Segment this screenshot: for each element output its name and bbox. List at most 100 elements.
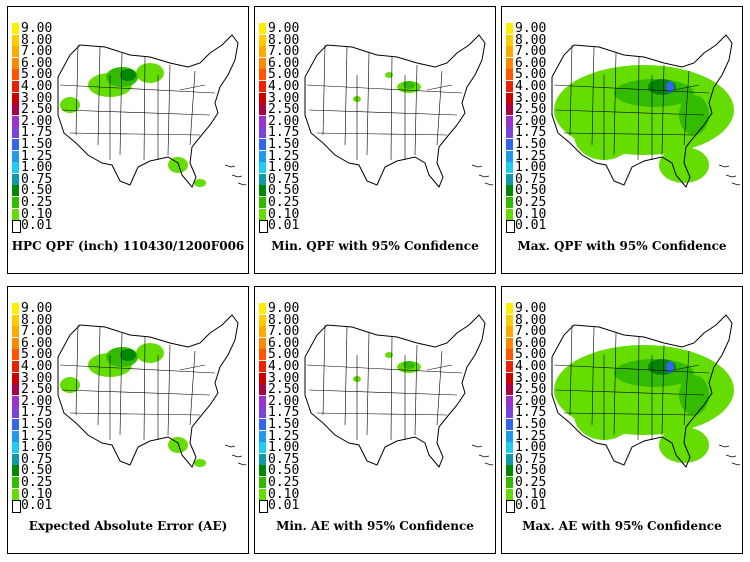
state-boundary <box>555 389 705 396</box>
panel-hpc-qpf: 9.00 8.00 7.00 6.00 5.00 4.00 3.00 2.50 2.00 1.75… <box>7 6 249 274</box>
us-outline <box>304 34 486 188</box>
legend-label: 2.00 <box>268 113 300 129</box>
legend-label: 2.50 <box>268 382 300 398</box>
legend-swatch <box>506 81 513 92</box>
legend-swatch <box>506 384 513 396</box>
legend-label: 0.50 <box>268 183 300 199</box>
legend-label: 7.00 <box>515 324 547 340</box>
legend-label: 1.25 <box>21 148 53 164</box>
panel-expected-ae: 9.00 8.00 7.00 6.00 5.00 4.00 3.00 2.50 2.00 1.75… <box>7 286 249 554</box>
legend-label: 3.00 <box>268 370 300 386</box>
state-boundary <box>683 350 690 426</box>
state-boundary <box>143 336 146 441</box>
legend-swatch <box>259 46 266 58</box>
legend-label: 0.25 <box>515 475 547 490</box>
legend-label: 6.00 <box>268 335 300 351</box>
legend-label: 8.00 <box>268 32 300 48</box>
state-boundary <box>167 344 171 436</box>
legend-swatch <box>12 361 19 372</box>
state-boundary <box>563 412 695 416</box>
precip-area <box>120 69 136 81</box>
legend-label: 2.00 <box>268 393 300 409</box>
legend-swatch <box>506 407 513 419</box>
legend-label: 2.00 <box>21 393 53 409</box>
legend-swatch <box>259 139 266 150</box>
legend-swatch <box>12 197 19 208</box>
state-boundary <box>414 64 418 156</box>
island-outline <box>484 182 493 186</box>
legend-swatch <box>12 314 19 326</box>
legend-label: 7.00 <box>268 324 300 340</box>
legend-swatch <box>506 69 513 81</box>
legend-swatch <box>12 115 19 127</box>
legend-swatch <box>506 185 513 197</box>
legend-label: 1.75 <box>268 125 300 141</box>
legend-swatch <box>506 173 513 185</box>
island-outline <box>718 164 730 168</box>
legend-label: 9.00 <box>21 21 53 36</box>
legend-label: 2.50 <box>515 382 547 398</box>
legend-swatch <box>12 488 19 500</box>
precip-area <box>194 459 206 467</box>
legend-label: 5.00 <box>21 347 53 363</box>
legend-label: 9.00 <box>268 21 300 36</box>
legend-swatch <box>506 139 513 150</box>
legend-label: 1.50 <box>268 137 300 152</box>
legend-label: 5.00 <box>515 347 547 363</box>
legend-swatch <box>12 349 19 361</box>
legend-label: 0.25 <box>21 195 53 210</box>
legend-swatch <box>12 395 19 407</box>
state-boundary <box>316 132 448 136</box>
state-boundary <box>637 56 640 161</box>
legend-swatch <box>506 57 513 69</box>
island-outline <box>478 174 490 178</box>
legend-label: 1.75 <box>268 405 300 421</box>
legend-swatch <box>259 115 266 127</box>
legend-label: 2.50 <box>21 382 53 398</box>
legend-swatch <box>12 69 19 81</box>
state-boundary <box>119 332 123 436</box>
state-boundary <box>306 364 463 374</box>
legend-label: 7.00 <box>21 44 53 60</box>
state-boundary <box>661 64 665 156</box>
legend-swatch <box>259 69 266 81</box>
legend-label: 0.75 <box>515 171 547 187</box>
legend-swatch <box>12 23 19 34</box>
legend-label: 1.00 <box>21 160 53 176</box>
legend-label: 0.01 <box>268 218 300 234</box>
legend-label: 1.25 <box>21 428 53 444</box>
state-boundary <box>591 46 595 146</box>
legend-label: 3.00 <box>515 370 547 386</box>
legend-swatch <box>506 92 513 104</box>
legend-swatch <box>259 92 266 104</box>
state-boundary <box>189 350 196 426</box>
legend-label: 4.00 <box>515 79 547 94</box>
state-boundary <box>414 344 418 436</box>
state-boundary <box>322 324 326 416</box>
legend-swatch <box>506 395 513 407</box>
island-outline <box>471 164 483 168</box>
legend-label: 5.00 <box>21 67 53 83</box>
legend-swatch <box>506 465 513 477</box>
legend-label: 7.00 <box>268 44 300 60</box>
legend-swatch <box>259 57 266 69</box>
precip-area <box>168 157 188 173</box>
legend-label: 0.75 <box>21 451 53 467</box>
state-boundary <box>613 52 617 156</box>
legend-label: 6.00 <box>268 55 300 71</box>
precip-area <box>659 147 709 183</box>
legend-label: 8.00 <box>268 312 300 328</box>
island-outline <box>725 454 737 458</box>
state-boundary <box>436 350 443 426</box>
legend-label: 0.25 <box>21 475 53 490</box>
state-boundary <box>569 44 573 136</box>
legend-swatch <box>506 314 513 326</box>
legend-swatch <box>259 407 266 419</box>
precip-area <box>679 375 709 415</box>
legend-swatch <box>259 361 266 372</box>
state-boundary <box>179 364 206 371</box>
island-outline <box>237 182 246 186</box>
us-precip-map <box>551 314 740 468</box>
legend-label: 1.75 <box>21 405 53 421</box>
state-boundary <box>553 364 710 374</box>
